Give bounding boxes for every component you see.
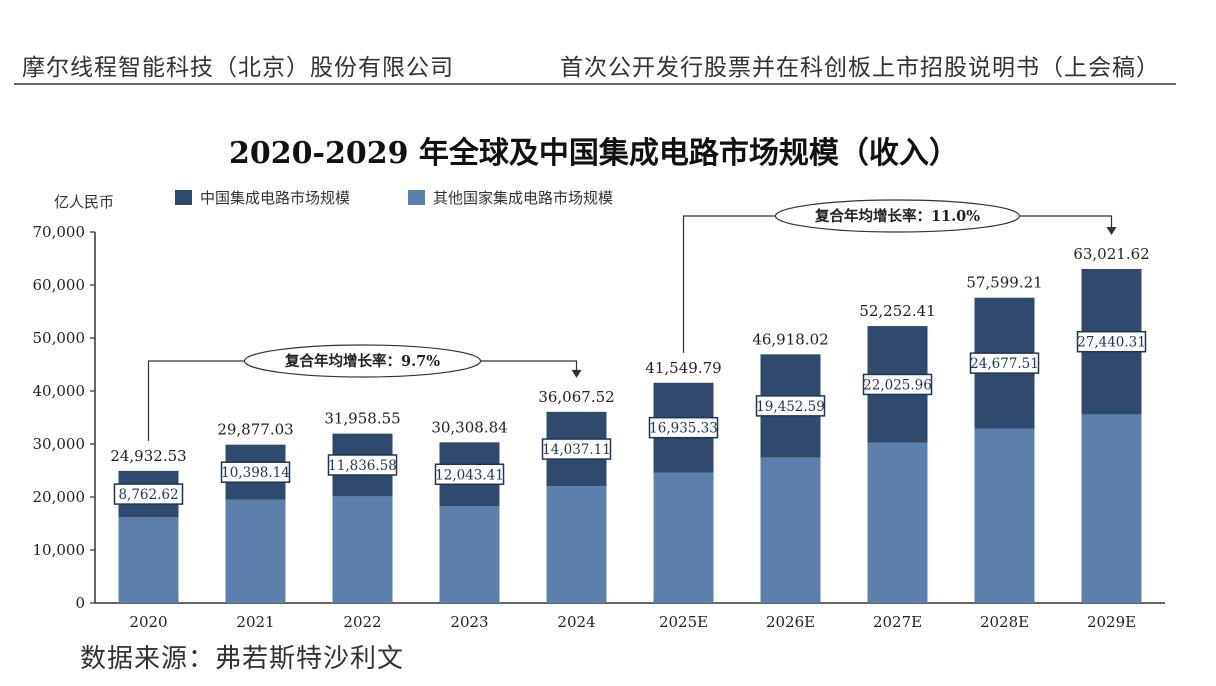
total-value-label: 57,599.21 [966,274,1042,292]
data-source: 数据来源：弗若斯特沙利文 [80,644,405,674]
bar-other-2024 [546,486,607,603]
china-value-box [220,461,291,483]
china-value-label: 11,836.58 [328,458,397,474]
cagr-arrowhead-1 [571,369,582,378]
cagr-arrowhead-2 [1106,226,1117,235]
legend-swatch-2 [408,190,425,205]
bar-other-2027E [867,442,928,603]
bar-other-2028E [974,428,1035,603]
x-tick-label: 2026E [766,613,815,631]
china-value-box [969,352,1040,374]
china-value-label: 19,452.59 [756,399,825,415]
china-value-label: 16,935.33 [649,421,718,437]
bar-other-2021 [225,499,286,603]
y-tick-label: 50,000 [33,329,86,347]
y-tick-label: 70,000 [33,223,86,241]
x-tick-label: 2020 [129,613,167,631]
document-company-name: 摩尔线程智能科技（北京）股份有限公司 [22,55,454,81]
china-value-label: 27,440.31 [1077,335,1146,351]
bar-other-2023 [439,506,500,603]
total-value-label: 52,252.41 [859,302,935,320]
y-tick-label: 60,000 [33,276,86,294]
bar-other-2022 [332,496,393,603]
legend-label-1: 中国集成电路市场规模 [200,189,350,207]
cagr-bubble-1 [243,344,482,378]
china-value-box [541,438,612,460]
china-value-label: 24,677.51 [970,356,1039,372]
x-tick-label: 2025E [659,613,708,631]
y-tick-label: 40,000 [33,382,86,400]
china-value-box [755,395,826,417]
china-value-box [1076,330,1147,353]
legend-label-2: 其他国家集成电路市场规模 [433,189,613,207]
x-tick-label: 2029E [1087,613,1136,631]
bar-other-2020 [118,517,179,603]
cagr-label-2: 复合年均增长率：11.0% [814,207,980,225]
china-value-box [862,373,933,396]
x-tick-label: 2027E [873,613,922,631]
bar-other-2025E [653,472,714,603]
bars: 8,762.62 24,932.53 10,398.14 29,877.03 11,83… [110,245,1150,603]
chart-title: 2020-2029 年全球及中国集成电路市场规模（收入） [229,136,959,171]
y-unit-label: 亿人民币 [54,193,114,211]
bar-other-2029E [1081,414,1142,603]
header-divider [14,83,1176,85]
x-tick-label: 2023 [450,613,488,631]
total-value-label: 46,918.02 [752,330,828,348]
legend: 中国集成电路市场规模 其他国家集成电路市场规模 [175,189,613,207]
total-value-label: 36,067.52 [538,388,614,406]
total-value-label: 31,958.55 [324,410,400,428]
china-value-box [434,463,505,486]
y-tick-label: 20,000 [33,488,86,506]
total-value-label: 41,549.79 [645,359,721,377]
x-tick-label: 2024 [557,613,595,631]
cagr-bubble-2 [774,199,1021,233]
x-tick-label: 2028E [980,613,1029,631]
bar-other-2026E [760,457,821,603]
total-value-label: 30,308.84 [431,418,507,436]
total-value-label: 29,877.03 [217,421,293,439]
y-tick-label: 0 [75,594,85,612]
china-value-label: 22,025.96 [863,377,932,393]
x-tick-label: 2022 [343,613,381,631]
china-value-box [327,454,398,476]
china-value-box [648,416,719,439]
legend-swatch-1 [175,190,192,205]
china-value-label: 14,037.11 [542,442,611,458]
y-tick-label: 30,000 [33,435,86,453]
cagr-annotations: 复合年均增长率：9.7% 复合年均增长率：11.0% [147,199,1117,441]
document-title: 首次公开发行股票并在科创板上市招股说明书（上会稿） [560,55,1160,81]
x-tick-label: 2021 [236,613,274,631]
axes: 0 10,000 20,000 30,000 40,000 50,000 60,000 70,… [33,223,1165,631]
china-value-label: 10,398.14 [221,465,290,481]
total-value-label: 63,021.62 [1073,245,1149,263]
china-value-label: 12,043.41 [435,467,504,483]
china-value-label: 8,762.62 [118,487,178,503]
total-value-label: 24,932.53 [110,447,186,465]
y-tick-label: 10,000 [33,541,86,559]
cagr-label-1: 复合年均增长率：9.7% [284,352,440,370]
china-value-box [113,483,184,505]
